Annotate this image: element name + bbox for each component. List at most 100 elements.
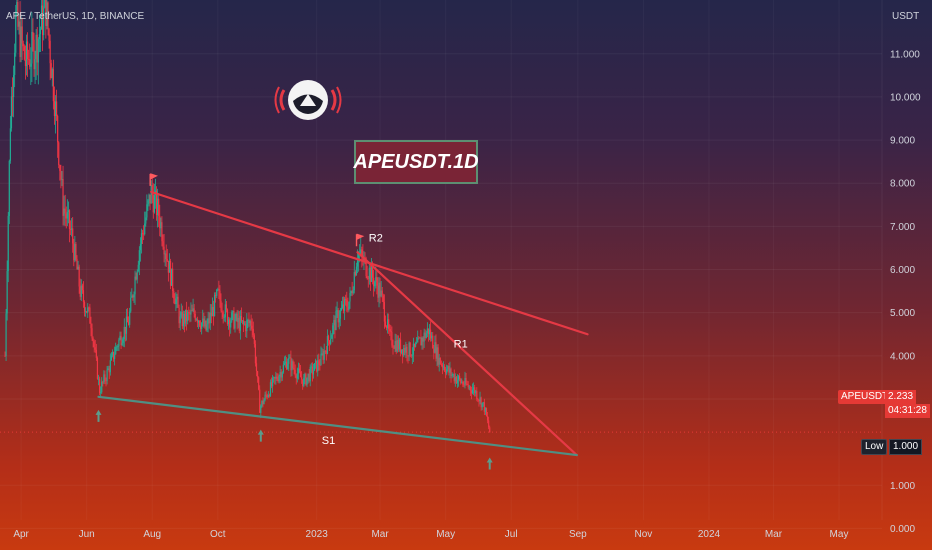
candle-body bbox=[237, 317, 239, 322]
candle-body bbox=[78, 266, 80, 287]
candle-body bbox=[264, 394, 266, 400]
candle-body bbox=[109, 360, 111, 373]
markers bbox=[95, 173, 493, 470]
candle-body bbox=[64, 208, 66, 214]
candle-body bbox=[335, 310, 337, 331]
candle-body bbox=[261, 400, 263, 406]
candle-body bbox=[181, 311, 183, 327]
candle-body bbox=[251, 325, 253, 329]
candle-body bbox=[45, 0, 47, 26]
candle-body bbox=[295, 375, 297, 379]
candle-body bbox=[417, 337, 419, 343]
candle-body bbox=[209, 312, 211, 324]
symbol-legend[interactable]: APE / TetherUS, 1D, BINANCE bbox=[6, 11, 145, 22]
candle-body bbox=[18, 21, 20, 27]
candle-body bbox=[467, 384, 469, 388]
candle-body bbox=[475, 391, 477, 394]
candle-body bbox=[159, 215, 161, 229]
candle-body bbox=[482, 402, 484, 404]
candle-body bbox=[244, 323, 246, 325]
candle-body bbox=[340, 308, 342, 311]
candle-body bbox=[381, 290, 383, 296]
candle-body bbox=[162, 241, 164, 247]
candle-body bbox=[305, 374, 307, 385]
candle-body bbox=[25, 41, 28, 67]
candle-body bbox=[186, 309, 188, 322]
candle-body bbox=[151, 185, 153, 196]
candle-body bbox=[30, 63, 32, 67]
candle-body bbox=[66, 211, 68, 219]
candle-body bbox=[292, 361, 294, 368]
x-tick-label: Sep bbox=[569, 529, 587, 540]
candle-body bbox=[238, 317, 240, 331]
candle-body bbox=[176, 296, 178, 300]
candle-body bbox=[192, 308, 194, 311]
candle-body bbox=[268, 394, 270, 396]
candle-body bbox=[157, 198, 159, 216]
candle-body bbox=[331, 335, 333, 339]
candle-body bbox=[139, 243, 142, 251]
candle-body bbox=[389, 328, 391, 332]
candle-body bbox=[447, 366, 449, 370]
candle-body bbox=[366, 276, 368, 279]
candle-body bbox=[280, 372, 282, 378]
candle-body bbox=[287, 363, 289, 369]
candle-body bbox=[443, 366, 446, 371]
candle-body bbox=[316, 360, 318, 372]
candle-body bbox=[451, 374, 453, 376]
candle-body bbox=[439, 357, 441, 365]
candle-body bbox=[452, 374, 454, 375]
candle-body bbox=[312, 370, 315, 375]
candle-body bbox=[282, 364, 284, 373]
candle-body bbox=[136, 271, 138, 280]
candle-body bbox=[454, 377, 456, 382]
candle-body bbox=[254, 343, 257, 364]
candle-body bbox=[180, 311, 182, 317]
candle-body bbox=[313, 363, 316, 371]
candle-body bbox=[22, 43, 24, 47]
candle-body bbox=[455, 377, 457, 384]
candle-body bbox=[115, 347, 117, 355]
candle-body bbox=[53, 101, 56, 117]
candle-body bbox=[68, 210, 71, 230]
x-tick-label: Mar bbox=[765, 529, 783, 540]
candle-body bbox=[149, 194, 151, 204]
candle-body bbox=[333, 319, 335, 326]
candle-body bbox=[321, 353, 323, 355]
candle-body bbox=[234, 319, 236, 329]
candle-body bbox=[395, 341, 397, 352]
trendline-label-s1: S1 bbox=[322, 435, 335, 447]
candle-body bbox=[414, 343, 417, 347]
candle-body bbox=[200, 325, 202, 329]
candle-body bbox=[6, 271, 8, 314]
chart-title-annotation[interactable]: APEUSDT.1D bbox=[353, 140, 479, 184]
candle-body bbox=[158, 198, 160, 216]
candle-body bbox=[29, 59, 31, 67]
candle-body bbox=[49, 40, 51, 64]
candle-body bbox=[126, 316, 129, 323]
candle-body bbox=[380, 290, 382, 297]
candle-body bbox=[250, 321, 252, 326]
candle-body bbox=[387, 319, 389, 328]
candle-body bbox=[194, 313, 196, 320]
candle-body bbox=[19, 21, 21, 57]
candle-body bbox=[73, 243, 75, 261]
candle-body bbox=[434, 342, 436, 353]
candle-body bbox=[469, 386, 471, 391]
candle-body bbox=[195, 319, 197, 321]
candle-body bbox=[309, 366, 311, 382]
candle-body bbox=[470, 390, 473, 394]
candle-body bbox=[253, 335, 255, 344]
candle-body bbox=[125, 316, 128, 334]
candle-body bbox=[223, 317, 225, 319]
candle-body bbox=[21, 26, 23, 44]
candle-body bbox=[325, 350, 327, 354]
trendlines[interactable]: R2 R1 S1 bbox=[0, 190, 882, 457]
last-price-symbol-tag: APEUSDT bbox=[838, 390, 892, 404]
candle-body bbox=[32, 31, 34, 40]
candle-body bbox=[397, 340, 399, 350]
candle-body bbox=[423, 332, 425, 342]
candle-body bbox=[266, 395, 268, 398]
